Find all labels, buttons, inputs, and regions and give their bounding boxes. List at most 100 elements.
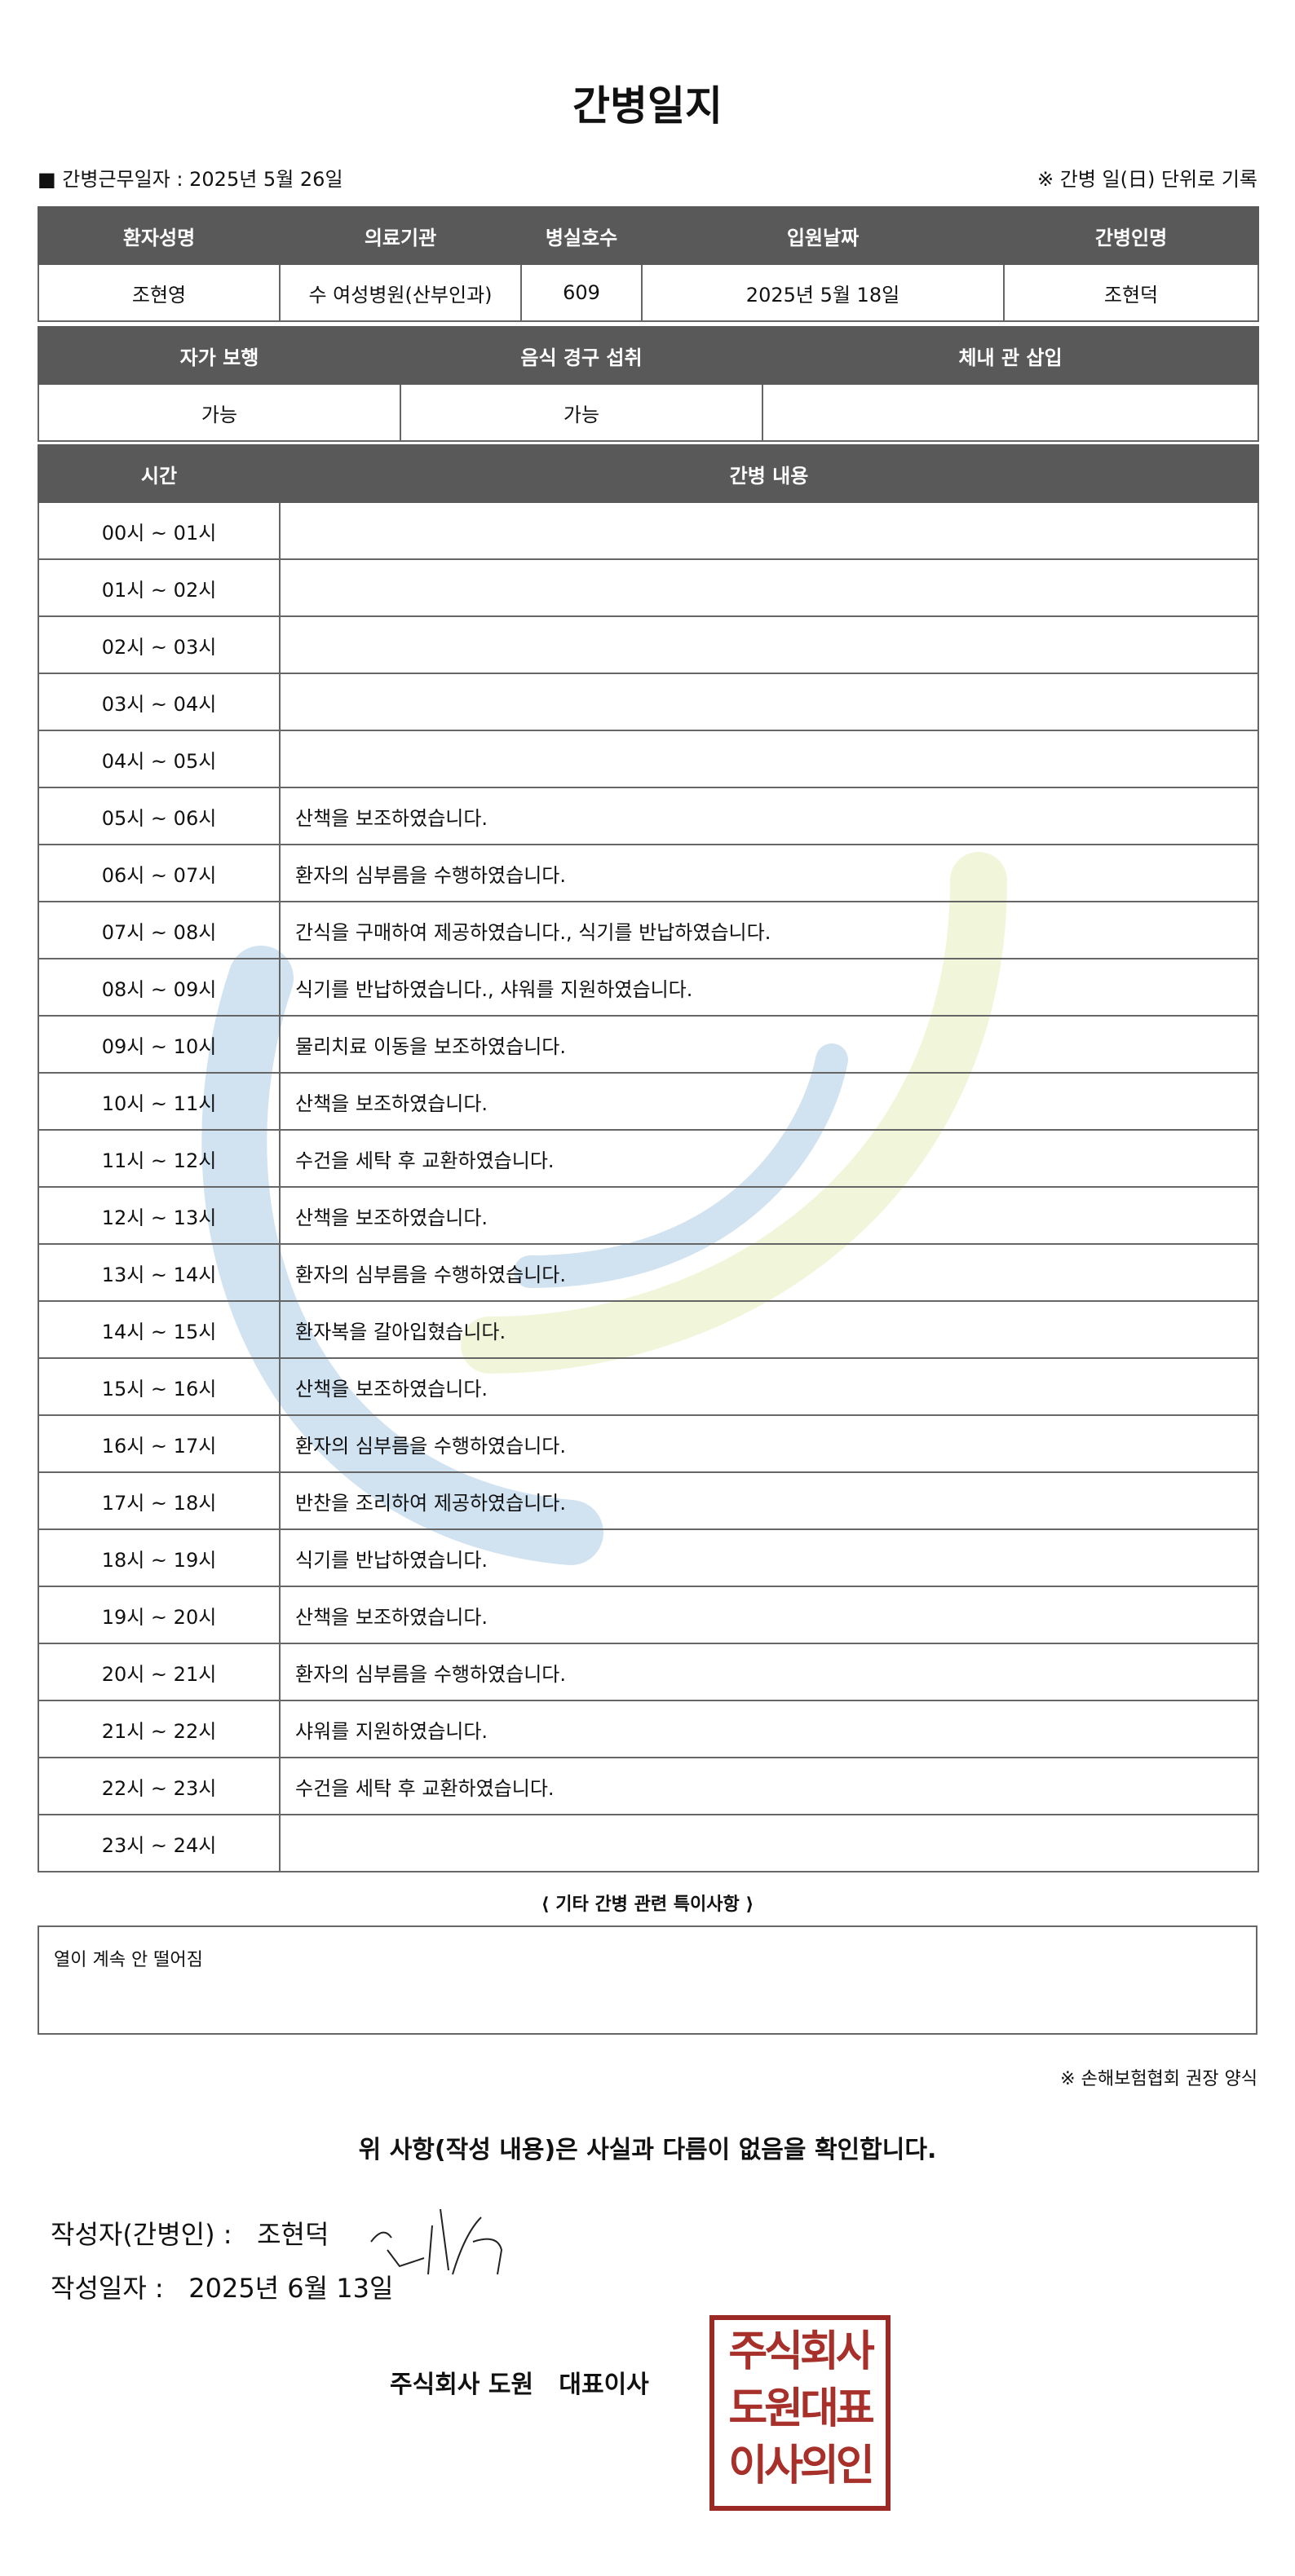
th-walking: 자가 보행 [38, 326, 401, 385]
log-row: 04시 ~ 05시 [38, 730, 1259, 788]
log-time: 02시 ~ 03시 [38, 615, 281, 674]
log-time: 15시 ~ 16시 [38, 1357, 281, 1416]
log-row: 12시 ~ 13시 산책을 보조하였습니다. [38, 1186, 1259, 1245]
log-content: 식기를 반납하였습니다. [279, 1528, 1259, 1587]
th-caregiver: 간병인명 [1003, 206, 1259, 265]
log-content: 식기를 반납하였습니다., 샤워를 지원하였습니다. [279, 958, 1259, 1017]
log-content: 간식을 구매하여 제공하였습니다., 식기를 반납하였습니다. [279, 901, 1259, 959]
log-row: 15시 ~ 16시 산책을 보조하였습니다. [38, 1357, 1259, 1416]
th-content: 간병 내용 [279, 444, 1259, 503]
log-content [279, 615, 1259, 674]
th-admit-date: 입원날짜 [641, 206, 1005, 265]
company-seal: 주식회사 도원대표 이사의인 [709, 2315, 891, 2511]
signature [370, 2208, 503, 2275]
log-content: 수건을 세탁 후 교환하였습니다. [279, 1129, 1259, 1188]
th-room: 병실호수 [520, 206, 643, 265]
log-content: 환자복을 갈아입혔습니다. [279, 1300, 1259, 1359]
company-ceo: 주식회사 도원 대표이사 [390, 2371, 649, 2399]
log-row: 14시 ~ 15시 환자복을 갈아입혔습니다. [38, 1300, 1259, 1359]
log-content: 산책을 보조하였습니다. [279, 787, 1259, 845]
log-row: 11시 ~ 12시 수건을 세탁 후 교환하였습니다. [38, 1129, 1259, 1188]
room: 609 [520, 263, 643, 322]
log-time: 05시 ~ 06시 [38, 787, 281, 845]
log-row: 21시 ~ 22시 샤워를 지원하였습니다. [38, 1700, 1259, 1758]
status-table: 자가 보행 음식 경구 섭취 체내 관 삽입 가능 가능 [38, 326, 1259, 442]
tube [762, 383, 1259, 442]
log-time: 17시 ~ 18시 [38, 1471, 281, 1530]
work-date: ■ 간병근무일자 : 2025년 5월 26일 [38, 168, 343, 191]
log-content [279, 673, 1259, 731]
log-time: 20시 ~ 21시 [38, 1643, 281, 1701]
log-time: 03시 ~ 04시 [38, 673, 281, 731]
log-row: 00시 ~ 01시 [38, 501, 1259, 560]
log-row: 16시 ~ 17시 환자의 심부름을 수행하였습니다. [38, 1414, 1259, 1473]
log-row: 23시 ~ 24시 [38, 1814, 1259, 1872]
log-time: 16시 ~ 17시 [38, 1414, 281, 1473]
th-patient-name: 환자성명 [38, 206, 281, 265]
log-time: 11시 ~ 12시 [38, 1129, 281, 1188]
log-row: 10시 ~ 11시 산책을 보조하였습니다. [38, 1072, 1259, 1131]
th-tube: 체내 관 삽입 [762, 326, 1259, 385]
written-date: 작성일자 : 2025년 6월 13일 [51, 2273, 394, 2304]
admit-date: 2025년 5월 18일 [641, 263, 1005, 322]
th-time: 시간 [38, 444, 281, 503]
log-time: 22시 ~ 23시 [38, 1757, 281, 1815]
log-row: 08시 ~ 09시 식기를 반납하였습니다., 샤워를 지원하였습니다. [38, 958, 1259, 1017]
log-time: 19시 ~ 20시 [38, 1586, 281, 1644]
log-row: 18시 ~ 19시 식기를 반납하였습니다. [38, 1528, 1259, 1587]
log-row: 02시 ~ 03시 [38, 615, 1259, 674]
log-content: 환자의 심부름을 수행하였습니다. [279, 1643, 1259, 1701]
log-content [279, 558, 1259, 617]
log-row: 13시 ~ 14시 환자의 심부름을 수행하였습니다. [38, 1243, 1259, 1302]
special-notes-content: 열이 계속 안 떨어짐 [38, 1925, 1257, 2035]
log-time: 23시 ~ 24시 [38, 1814, 281, 1872]
log-content: 산책을 보조하였습니다. [279, 1072, 1259, 1131]
log-time: 18시 ~ 19시 [38, 1528, 281, 1587]
log-content: 산책을 보조하였습니다. [279, 1186, 1259, 1245]
caregiver: 조현덕 [1003, 263, 1259, 322]
special-notes-title: ⟨ 기타 간병 관련 특이사항 ⟩ [541, 1895, 754, 1915]
log-content: 물리치료 이동을 보조하였습니다. [279, 1015, 1259, 1074]
patient-info-table: 환자성명 의료기관 병실호수 입원날짜 간병인명 조현영 수 여성병원(산부인과) 609 2… [38, 206, 1259, 322]
log-row: 17시 ~ 18시 반찬을 조리하여 제공하였습니다. [38, 1471, 1259, 1530]
daily-note: ※ 간병 일(日) 단위로 기록 [1037, 168, 1257, 191]
page-title: 간병일지 [572, 82, 723, 130]
log-row: 03시 ~ 04시 [38, 673, 1259, 731]
log-content: 수건을 세탁 후 교환하였습니다. [279, 1757, 1259, 1815]
log-content [279, 501, 1259, 560]
log-content: 환자의 심부름을 수행하였습니다. [279, 1243, 1259, 1302]
log-row: 05시 ~ 06시 산책을 보조하였습니다. [38, 787, 1259, 845]
log-row: 22시 ~ 23시 수건을 세탁 후 교환하였습니다. [38, 1757, 1259, 1815]
log-time: 12시 ~ 13시 [38, 1186, 281, 1245]
log-time: 01시 ~ 02시 [38, 558, 281, 617]
th-hospital: 의료기관 [279, 206, 522, 265]
log-content [279, 1814, 1259, 1872]
author-line: 작성자(간병인) : 조현덕 [51, 2219, 329, 2250]
confirm-statement: 위 사항(작성 내용)은 사실과 다름이 없음을 확인합니다. [358, 2136, 937, 2164]
log-content: 환자의 심부름을 수행하였습니다. [279, 1414, 1259, 1473]
log-row: 01시 ~ 02시 [38, 558, 1259, 617]
log-row: 07시 ~ 08시 간식을 구매하여 제공하였습니다., 식기를 반납하였습니다. [38, 901, 1259, 959]
log-time: 08시 ~ 09시 [38, 958, 281, 1017]
log-time: 07시 ~ 08시 [38, 901, 281, 959]
log-time: 14시 ~ 15시 [38, 1300, 281, 1359]
recommend-note: ※ 손해보험협회 권장 양식 [1060, 2069, 1257, 2089]
log-time: 06시 ~ 07시 [38, 844, 281, 902]
log-content [279, 730, 1259, 788]
th-oral-intake: 음식 경구 섭취 [400, 326, 763, 385]
oral-intake: 가능 [400, 383, 763, 442]
log-time: 13시 ~ 14시 [38, 1243, 281, 1302]
log-row: 06시 ~ 07시 환자의 심부름을 수행하였습니다. [38, 844, 1259, 902]
log-row: 20시 ~ 21시 환자의 심부름을 수행하였습니다. [38, 1643, 1259, 1701]
log-content: 산책을 보조하였습니다. [279, 1357, 1259, 1416]
log-content: 산책을 보조하였습니다. [279, 1586, 1259, 1644]
log-content: 환자의 심부름을 수행하였습니다. [279, 844, 1259, 902]
log-time: 00시 ~ 01시 [38, 501, 281, 560]
log-time: 09시 ~ 10시 [38, 1015, 281, 1074]
log-time: 04시 ~ 05시 [38, 730, 281, 788]
log-time: 10시 ~ 11시 [38, 1072, 281, 1131]
log-time: 21시 ~ 22시 [38, 1700, 281, 1758]
log-content: 반찬을 조리하여 제공하였습니다. [279, 1471, 1259, 1530]
patient-name: 조현영 [38, 263, 281, 322]
hospital: 수 여성병원(산부인과) [279, 263, 522, 322]
